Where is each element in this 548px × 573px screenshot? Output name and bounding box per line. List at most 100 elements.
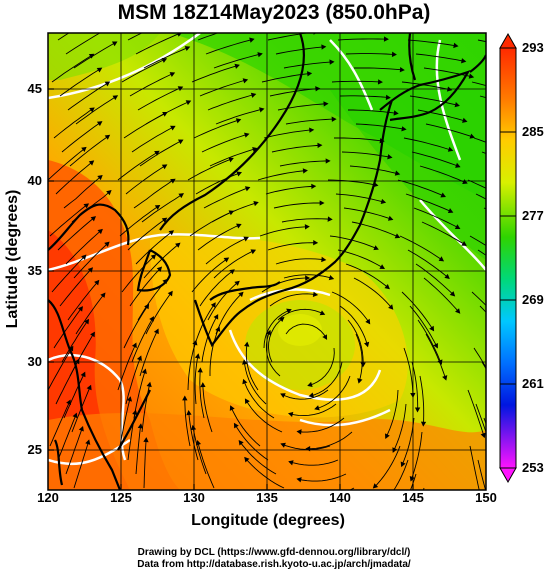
streamline: [59, 267, 93, 307]
streamline: [197, 223, 241, 251]
streamline-arrowhead: [84, 318, 90, 325]
streamline-arrowhead: [454, 102, 460, 108]
streamline: [337, 249, 385, 269]
streamline-arrowhead: [83, 203, 90, 209]
streamline: [267, 242, 318, 251]
streamline: [195, 172, 242, 195]
streamline: [57, 33, 70, 41]
streamline: [467, 389, 485, 438]
streamline-arrowhead: [372, 483, 379, 489]
streamline-arrowhead: [235, 118, 242, 124]
streamline-arrowhead: [242, 78, 249, 84]
streamline: [145, 291, 173, 335]
streamline-arrowhead: [516, 354, 520, 358]
streamline-arrowhead: [89, 107, 95, 113]
y-tick-label: 30: [27, 354, 42, 369]
streamline-arrowhead: [288, 460, 294, 466]
streamline: [141, 193, 184, 223]
streamline: [473, 347, 486, 369]
streamline: [135, 33, 182, 55]
streamline-arrowhead: [442, 375, 448, 381]
streamline: [205, 38, 254, 55]
streamline: [75, 292, 106, 335]
streamline: [297, 473, 347, 482]
streamline: [469, 445, 480, 490]
streamline: [205, 236, 249, 265]
streamline: [57, 216, 96, 251]
streamline-arrowhead: [286, 308, 292, 314]
streamline: [57, 413, 77, 461]
streamline-arrowhead: [194, 353, 201, 359]
streamline: [334, 137, 384, 142]
streamline: [271, 144, 322, 153]
streamline-arrowhead: [384, 500, 388, 504]
streamline-arrowhead: [154, 204, 161, 210]
streamline-arrowhead: [455, 162, 461, 168]
streamline-arrowhead: [85, 439, 91, 445]
streamline-arrowhead: [200, 382, 206, 388]
streamline: [209, 327, 220, 376]
x-tick-label: 120: [37, 490, 59, 505]
credit-data: Data from http://database.rish.kyoto-u.a…: [137, 559, 411, 570]
streamline: [423, 277, 461, 314]
streamline-arrowhead: [257, 52, 263, 58]
streamline: [67, 81, 110, 111]
streamline: [306, 431, 353, 450]
y-tick-label: 35: [27, 263, 42, 278]
streamline-arrowhead: [90, 331, 95, 338]
streamline: [201, 133, 249, 153]
axis-ticks: [48, 88, 414, 490]
streamline: [341, 151, 392, 158]
streamline-arrowhead: [161, 217, 168, 223]
streamline-arrowhead: [178, 193, 184, 199]
streamline-arrowhead: [81, 254, 87, 260]
streamline-arrowhead: [149, 316, 154, 322]
streamline-arrowhead: [169, 18, 173, 22]
streamline: [143, 46, 190, 69]
streamline: [143, 242, 181, 279]
streamline: [261, 277, 310, 293]
streamline-arrowhead: [197, 367, 203, 373]
streamline-arrowhead: [373, 245, 379, 251]
streamline-arrowhead: [185, 100, 192, 106]
streamline: [425, 333, 447, 380]
y-tick-label: 25: [27, 442, 42, 457]
streamline: [345, 263, 390, 289]
streamline-arrowhead: [233, 422, 239, 429]
streamline: [413, 207, 460, 229]
streamline-arrowhead: [321, 44, 327, 50]
streamline: [188, 410, 199, 461]
streamline-arrowhead: [170, 125, 176, 131]
colorbar-tick-label: 293: [522, 40, 544, 55]
streamline: [65, 229, 103, 265]
streamline-arrowhead: [323, 101, 329, 107]
streamline-arrowhead: [210, 302, 216, 308]
streamline-arrowhead: [97, 14, 101, 17]
streamline: [393, 459, 409, 490]
streamline: [197, 33, 219, 41]
streamline: [213, 53, 263, 69]
streamline: [53, 107, 95, 139]
streamline-arrowhead: [490, 447, 494, 451]
streamline-arrowhead: [88, 160, 95, 166]
streamline: [51, 53, 94, 83]
streamline: [193, 119, 241, 139]
streamline: [337, 38, 389, 41]
streamline: [61, 319, 89, 363]
streamline-arrowhead: [175, 242, 181, 248]
streamline-arrowhead: [524, 169, 528, 173]
streamline: [129, 72, 175, 97]
streamline: [199, 368, 205, 419]
streamline-arrowhead: [77, 306, 83, 312]
streamline: [411, 361, 419, 412]
streamline: [275, 258, 326, 265]
streamline-arrowhead: [287, 411, 294, 418]
streamline: [373, 445, 401, 489]
streamline-arrowhead: [104, 241, 110, 247]
streamline-arrowhead: [400, 461, 406, 468]
streamline-arrowhead: [327, 216, 333, 222]
streamline-arrowhead: [461, 241, 467, 246]
streamline-arrowhead: [96, 67, 103, 73]
streamline-arrowhead: [296, 429, 302, 435]
streamline: [139, 329, 159, 377]
